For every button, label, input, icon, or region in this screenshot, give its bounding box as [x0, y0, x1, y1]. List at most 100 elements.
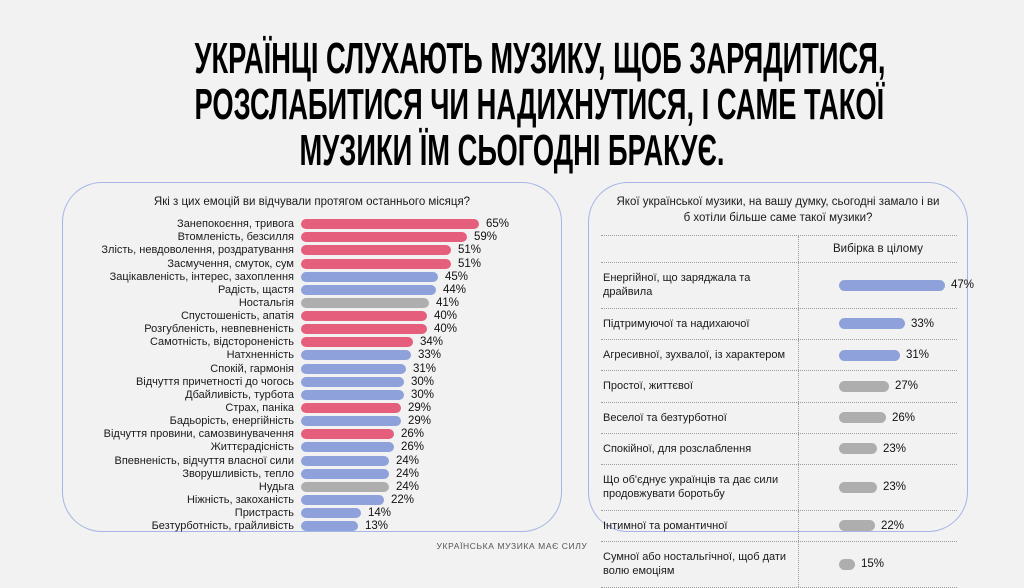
emotion-row: Спустошеність, апатія 40%: [63, 310, 561, 323]
music-bar: [839, 318, 905, 330]
emotion-row: Ніжність, закоханість 22%: [63, 493, 561, 506]
emotion-row: Життєрадісність 26%: [63, 441, 561, 454]
emotion-bar: [301, 508, 361, 519]
emotion-bar: [301, 311, 427, 322]
emotion-value: 30%: [411, 375, 435, 388]
emotion-row: Втомленість, безсилля 59%: [63, 231, 561, 244]
footer-caption: УКРАЇНСЬКА МУЗИКА МАЄ СИЛУ: [436, 541, 588, 551]
emotion-value: 24%: [396, 480, 420, 493]
emotion-value: 13%: [365, 520, 389, 533]
emotion-value: 51%: [458, 244, 482, 257]
music-label: Агресивної, зухвалої, із характером: [603, 348, 786, 361]
emotion-bar: [301, 468, 389, 479]
emotions-question: Які з цих емоцій ви відчували протягом о…: [153, 196, 471, 208]
emotion-bar: [301, 350, 411, 361]
music-value: 26%: [892, 411, 916, 424]
emotion-row: Дбайливість, турбота 30%: [63, 388, 561, 401]
emotion-row: Радість, щастя 44%: [63, 283, 561, 296]
emotion-bar: [301, 455, 389, 466]
title-line-3: МУЗИКИ ЇМ СЬОГОДНІ БРАКУЄ.: [299, 126, 725, 175]
music-row: Що об'єднує українців та дає сили продов…: [601, 465, 957, 511]
emotion-row: Відчуття провини, самозвинувачення 26%: [63, 428, 561, 441]
music-bar: [839, 520, 875, 532]
emotion-value: 65%: [486, 218, 510, 231]
music-value: 22%: [881, 519, 905, 532]
emotion-row: Нудьга 24%: [63, 480, 561, 493]
emotion-row: Злість, невдоволення, роздратування 51%: [63, 244, 561, 257]
emotion-row: Відчуття причетності до чогось 30%: [63, 375, 561, 388]
emotion-bar: [301, 363, 406, 374]
music-bar: [839, 481, 877, 493]
emotion-bar: [301, 219, 479, 230]
emotion-row: Впевненість, відчуття власної сили 24%: [63, 454, 561, 467]
emotion-label: Засмучення, смуток, сум: [167, 257, 294, 270]
emotion-value: 40%: [434, 323, 458, 336]
title-line-1: УКРАЇНЦІ СЛУХАЮТЬ МУЗИКУ, ЩОБ ЗАРЯДИТИСЯ…: [194, 34, 886, 83]
emotions-bar-chart: Занепокоєння, тривога 65% Втомленість, б…: [63, 218, 561, 533]
music-value-cell: 23%: [798, 465, 957, 510]
music-label: Спокійної, для розслаблення: [603, 442, 752, 455]
music-row: Енергійної, що заряджала та драйвила 47%: [601, 263, 974, 309]
music-bar-chart: Вибірка в цілому Енергійної, що заряджал…: [601, 235, 974, 588]
music-label: Простої, життєвої: [603, 380, 693, 393]
music-value: 33%: [911, 317, 935, 330]
emotion-bar: [301, 416, 401, 427]
music-value: 15%: [861, 558, 885, 571]
emotion-label: Страх, паніка: [225, 402, 294, 415]
emotion-label: Життєрадісність: [210, 441, 294, 454]
music-row: Інтимної та романтичної 22%: [601, 510, 957, 542]
emotion-label: Втомленість, безсилля: [177, 231, 294, 244]
emotion-bar: [301, 403, 401, 414]
music-value-cell: 26%: [798, 402, 957, 433]
music-value: 23%: [883, 442, 907, 455]
emotions-panel: Які з цих емоцій ви відчували протягом о…: [62, 182, 562, 532]
music-label: Веселої та безтурботної: [603, 411, 727, 424]
emotion-bar: [301, 232, 467, 243]
music-value-cell: 47%: [798, 263, 974, 308]
music-value: 31%: [906, 349, 930, 362]
music-value-cell: 33%: [798, 308, 957, 339]
music-header-spacer: [601, 236, 798, 262]
music-value: 27%: [895, 380, 919, 393]
music-row: Простої, життєвої 27%: [601, 371, 957, 403]
music-label: Що об'єднує українців та дає сили продов…: [603, 474, 779, 501]
emotion-row: Безтурботність, грайливість 13%: [63, 520, 561, 533]
music-value: 23%: [883, 481, 907, 494]
emotion-value: 45%: [445, 270, 469, 283]
music-row: Сумної або ностальгічної, щоб дати волю …: [601, 542, 957, 588]
page-title: УКРАЇНЦІ СЛУХАЮТЬ МУЗИКУ, ЩОБ ЗАРЯДИТИСЯ…: [0, 36, 1024, 174]
emotion-bar: [301, 284, 436, 295]
emotion-bar: [301, 429, 394, 440]
emotion-label: Пристрасть: [234, 507, 294, 520]
music-row: Підтримуючої та надихаючої 33%: [601, 308, 957, 340]
emotion-label: Самотність, відстороненість: [149, 336, 294, 349]
music-value-cell: 31%: [798, 339, 957, 371]
emotion-row: Засмучення, смуток, сум 51%: [63, 257, 561, 270]
emotion-value: 31%: [413, 362, 437, 375]
emotion-label: Радість, щастя: [218, 283, 294, 296]
emotion-bar: [301, 521, 358, 532]
emotion-row: Спокій, гармонія 31%: [63, 362, 561, 375]
emotion-label: Занепокоєння, тривога: [177, 218, 294, 231]
emotion-bar: [301, 481, 389, 492]
emotion-row: Зацікавленість, інтерес, захоплення 45%: [63, 270, 561, 283]
music-value-cell: 23%: [798, 433, 957, 465]
emotion-row: Страх, паніка 29%: [63, 401, 561, 414]
music-header-row: Вибірка в цілому: [601, 235, 957, 264]
emotion-value: 14%: [368, 507, 392, 520]
emotion-label: Злість, невдоволення, роздратування: [101, 244, 294, 257]
music-value-cell: 22%: [798, 510, 957, 541]
emotion-row: Ностальгія 41%: [63, 296, 561, 309]
emotion-value: 24%: [396, 454, 420, 467]
music-value-cell: 15%: [798, 542, 957, 587]
emotion-bar: [301, 442, 394, 453]
music-bar: [839, 412, 886, 424]
music-value-cell: 27%: [798, 371, 957, 402]
emotion-value: 34%: [420, 336, 444, 349]
emotion-bar: [301, 376, 404, 387]
emotion-label: Спокій, гармонія: [210, 362, 294, 375]
music-label: Інтимної та романтичної: [603, 519, 728, 532]
emotion-value: 24%: [396, 467, 420, 480]
music-bar: [839, 279, 945, 291]
music-question: Якої української музики, на вашу думку, …: [616, 196, 940, 224]
